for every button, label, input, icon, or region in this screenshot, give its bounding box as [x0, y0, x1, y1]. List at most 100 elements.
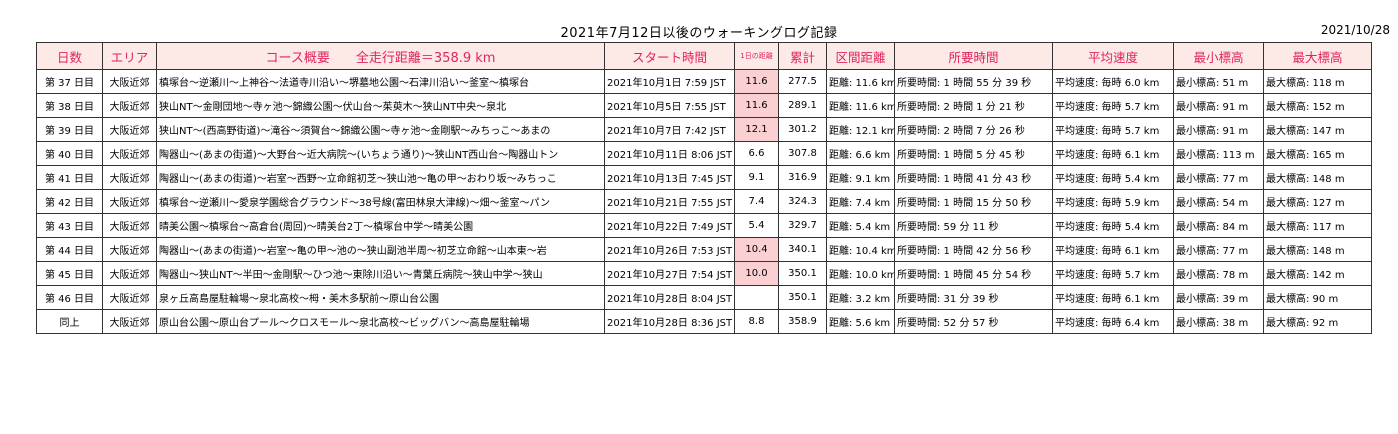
cell-duration: 所要時間: 1 時間 41 分 43 秒 [894, 165, 1053, 190]
cell-speed: 平均速度: 毎時 6.4 km [1052, 309, 1174, 334]
cell-distance: 距離: 3.2 km [826, 285, 895, 310]
cell-distance: 距離: 10.0 km [826, 261, 895, 286]
cell-distance: 距離: 11.6 km [826, 93, 895, 118]
cell-cumulative: 350.1 [778, 285, 827, 310]
cell-max-altitude: 最大標高: 92 m [1263, 309, 1372, 334]
cell-day: 第 43 日目 [36, 213, 103, 238]
cell-duration: 所要時間: 1 時間 42 分 56 秒 [894, 237, 1053, 262]
header-row: 日数 エリア コース概要 全走行距離＝358.9 km スタート時間 1日の距離… [36, 42, 1372, 70]
header-min-altitude: 最小標高 [1173, 42, 1264, 70]
cell-distance: 距離: 9.1 km [826, 165, 895, 190]
cell-course: 晴美公園～槙塚台～高倉台(周回)～晴美台2丁～槙塚台中学～晴美公園 [156, 213, 605, 238]
cell-cumulative: 316.9 [778, 165, 827, 190]
header-duration: 所要時間 [894, 42, 1053, 70]
cell-duration: 所要時間: 59 分 11 秒 [894, 213, 1053, 238]
cell-start-time: 2021年10月1日 7:59 JST [604, 69, 735, 94]
cell-daily-distance: 10.0 [734, 261, 779, 286]
cell-duration: 所要時間: 2 時間 7 分 26 秒 [894, 117, 1053, 142]
cell-daily-distance: 9.1 [734, 165, 779, 190]
cell-course: 槙塚台～逆瀬川～上神谷～法道寺川沿い～堺墓地公園～石津川沿い～釜室～槙塚台 [156, 69, 605, 94]
header-max-altitude: 最大標高 [1263, 42, 1372, 70]
log-body: 第 37 日目 大阪近郊 槙塚台～逆瀬川～上神谷～法道寺川沿い～堺墓地公園～石津川沿… [36, 69, 1372, 334]
cell-daily-distance: 11.6 [734, 69, 779, 94]
cell-area: 大阪近郊 [102, 237, 157, 262]
cell-day: 同上 [36, 309, 103, 334]
cell-area: 大阪近郊 [102, 261, 157, 286]
table-row: 第 40 日目 大阪近郊 陶器山～(あまの街道)～大野台～近大病院～(いちょう通り)… [36, 141, 1372, 166]
cell-min-altitude: 最小標高: 38 m [1173, 309, 1264, 334]
cell-speed: 平均速度: 毎時 5.7 km [1052, 93, 1174, 118]
cell-distance: 距離: 6.6 km [826, 141, 895, 166]
cell-cumulative: 289.1 [778, 93, 827, 118]
cell-area: 大阪近郊 [102, 117, 157, 142]
cell-min-altitude: 最小標高: 54 m [1173, 189, 1264, 214]
cell-max-altitude: 最大標高: 127 m [1263, 189, 1372, 214]
cell-min-altitude: 最小標高: 77 m [1173, 237, 1264, 262]
cell-start-time: 2021年10月13日 7:45 JST [604, 165, 735, 190]
cell-max-altitude: 最大標高: 148 m [1263, 165, 1372, 190]
table-row: 第 41 日目 大阪近郊 陶器山～(あまの街道)～岩室～西野～立命館初芝～狭山池～亀… [36, 165, 1372, 190]
cell-max-altitude: 最大標高: 90 m [1263, 285, 1372, 310]
cell-day: 第 41 日目 [36, 165, 103, 190]
cell-distance: 距離: 5.6 km [826, 309, 895, 334]
cell-day: 第 38 日目 [36, 93, 103, 118]
cell-area: 大阪近郊 [102, 309, 157, 334]
table-row: 同上 大阪近郊 原山台公園～原山台プール～クロスモール～泉北高校～ビッグバン～高島屋… [36, 309, 1372, 334]
cell-daily-distance: 12.1 [734, 117, 779, 142]
cell-area: 大阪近郊 [102, 93, 157, 118]
cell-distance: 距離: 5.4 km [826, 213, 895, 238]
cell-cumulative: 301.2 [778, 117, 827, 142]
cell-area: 大阪近郊 [102, 285, 157, 310]
cell-duration: 所要時間: 1 時間 45 分 54 秒 [894, 261, 1053, 286]
cell-start-time: 2021年10月21日 7:55 JST [604, 189, 735, 214]
cell-day: 第 42 日目 [36, 189, 103, 214]
cell-speed: 平均速度: 毎時 6.1 km [1052, 285, 1174, 310]
header-cumulative: 累計 [778, 42, 827, 70]
cell-course: 槙塚台～逆瀬川～愛泉学園総合グラウンド～38号線(富田林泉大津線)～畑～釜室～パ… [156, 189, 605, 214]
cell-day: 第 46 日目 [36, 285, 103, 310]
cell-day: 第 40 日目 [36, 141, 103, 166]
cell-course: 泉ヶ丘高島屋駐輪場～泉北高校～栂・美木多駅前～原山台公園 [156, 285, 605, 310]
cell-distance: 距離: 12.1 km [826, 117, 895, 142]
cell-cumulative: 277.5 [778, 69, 827, 94]
cell-min-altitude: 最小標高: 51 m [1173, 69, 1264, 94]
cell-daily-distance: 7.4 [734, 189, 779, 214]
cell-duration: 所要時間: 1 時間 5 分 45 秒 [894, 141, 1053, 166]
cell-max-altitude: 最大標高: 152 m [1263, 93, 1372, 118]
header-start: スタート時間 [604, 42, 735, 70]
cell-max-altitude: 最大標高: 118 m [1263, 69, 1372, 94]
cell-speed: 平均速度: 毎時 5.4 km [1052, 165, 1174, 190]
cell-cumulative: 324.3 [778, 189, 827, 214]
cell-speed: 平均速度: 毎時 5.7 km [1052, 117, 1174, 142]
table-row: 第 42 日目 大阪近郊 槙塚台～逆瀬川～愛泉学園総合グラウンド～38号線(富田林泉… [36, 189, 1372, 214]
table-row: 第 44 日目 大阪近郊 陶器山～(あまの街道)～岩室～亀の甲～池の～狭山副池半周～… [36, 237, 1372, 262]
walking-log-table: 日数 エリア コース概要 全走行距離＝358.9 km スタート時間 1日の距離… [36, 42, 1372, 334]
cell-daily-distance: 8.8 [734, 309, 779, 334]
header-course: コース概要 全走行距離＝358.9 km [156, 42, 605, 70]
table-row: 第 46 日目 大阪近郊 泉ヶ丘高島屋駐輪場～泉北高校～栂・美木多駅前～原山台公園 2… [36, 285, 1372, 310]
cell-cumulative: 329.7 [778, 213, 827, 238]
cell-cumulative: 340.1 [778, 237, 827, 262]
cell-speed: 平均速度: 毎時 6.0 km [1052, 69, 1174, 94]
cell-start-time: 2021年10月28日 8:04 JST [604, 285, 735, 310]
cell-area: 大阪近郊 [102, 165, 157, 190]
header-daily: 1日の距離 [734, 42, 779, 70]
cell-day: 第 45 日目 [36, 261, 103, 286]
cell-min-altitude: 最小標高: 91 m [1173, 93, 1264, 118]
cell-distance: 距離: 10.4 km [826, 237, 895, 262]
cell-area: 大阪近郊 [102, 141, 157, 166]
cell-start-time: 2021年10月27日 7:54 JST [604, 261, 735, 286]
cell-duration: 所要時間: 1 時間 55 分 39 秒 [894, 69, 1053, 94]
cell-course: 狭山NT～(西高野街道)～滝谷～須賀台～錦織公園～寺ヶ池～金剛駅～みちっこ～あま… [156, 117, 605, 142]
cell-area: 大阪近郊 [102, 189, 157, 214]
table-row: 第 38 日目 大阪近郊 狭山NT～金剛団地～寺ヶ池～錦織公園～伏山台～茱萸木～狭山… [36, 93, 1372, 118]
report-date: 2021/10/28 [1320, 23, 1390, 37]
cell-start-time: 2021年10月7日 7:42 JST [604, 117, 735, 142]
cell-duration: 所要時間: 52 分 57 秒 [894, 309, 1053, 334]
cell-daily-distance: 11.6 [734, 93, 779, 118]
table-row: 第 45 日目 大阪近郊 陶器山～狭山NT～半田～金剛駅～ひつ池～東除川沿い～青葉丘… [36, 261, 1372, 286]
cell-start-time: 2021年10月22日 7:49 JST [604, 213, 735, 238]
cell-start-time: 2021年10月26日 7:53 JST [604, 237, 735, 262]
table-row: 第 43 日目 大阪近郊 晴美公園～槙塚台～高倉台(周回)～晴美台2丁～槙塚台中学～… [36, 213, 1372, 238]
cell-duration: 所要時間: 31 分 39 秒 [894, 285, 1053, 310]
